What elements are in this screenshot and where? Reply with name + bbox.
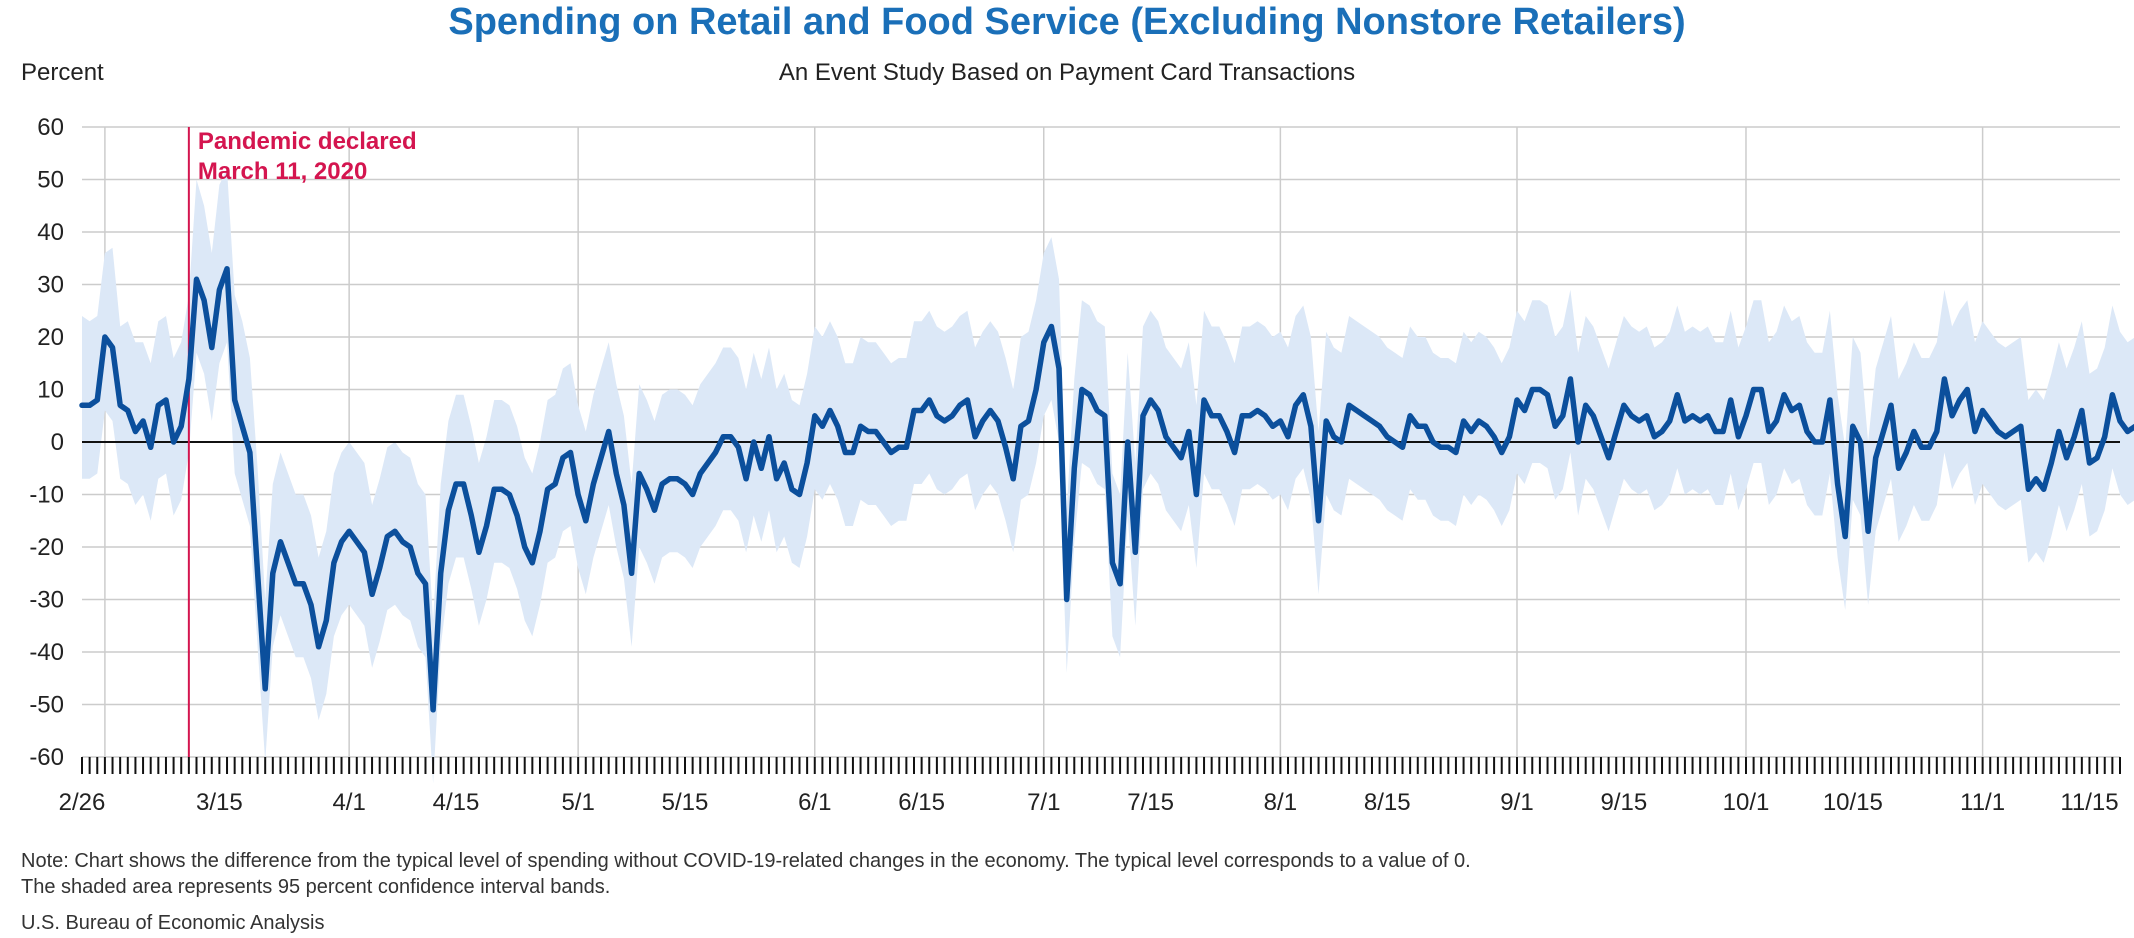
chart-title: Spending on Retail and Food Service (Exc… bbox=[448, 1, 1686, 43]
y-tick-label: 30 bbox=[37, 272, 64, 299]
x-tick-label: 11/1 bbox=[1960, 789, 2005, 816]
x-tick-label: 4/15 bbox=[433, 789, 480, 816]
y-tick-label: -20 bbox=[29, 534, 64, 561]
x-tick-label: 10/15 bbox=[1823, 789, 1883, 816]
y-tick-label: 20 bbox=[37, 324, 64, 351]
x-tick-label: 5/15 bbox=[662, 789, 709, 816]
y-axis-label: Percent bbox=[21, 59, 104, 86]
x-tick-label: 2/26 bbox=[59, 789, 106, 816]
y-tick-label: -60 bbox=[29, 744, 64, 771]
x-tick-label: 8/1 bbox=[1264, 789, 1297, 816]
y-tick-label: 0 bbox=[51, 429, 64, 456]
y-tick-label: -10 bbox=[29, 482, 64, 509]
y-tick-label: 40 bbox=[37, 219, 64, 246]
x-tick-label: 5/1 bbox=[561, 789, 594, 816]
x-tick-label: 3/15 bbox=[196, 789, 243, 816]
axis-layer: 60 50 40 30 20 10 0 -10 -20 -30 -40 -50 -60 2/26 3/15 4… bbox=[29, 114, 2121, 816]
x-tick-label: 10/1 bbox=[1723, 789, 1770, 816]
y-tick-label: 10 bbox=[37, 377, 64, 404]
x-tick-label: 8/15 bbox=[1364, 789, 1411, 816]
annotation-layer: Pandemic declared March 11, 2020 bbox=[187, 127, 417, 757]
y-tick-label: 60 bbox=[37, 114, 64, 141]
series-line bbox=[79, 266, 2134, 713]
y-tick-label: -30 bbox=[29, 587, 64, 614]
x-tick-label: 9/1 bbox=[1500, 789, 1533, 816]
y-tick-label: 50 bbox=[37, 167, 64, 194]
source-credit: U.S. Bureau of Economic Analysis bbox=[21, 912, 325, 934]
chart-note: Note: Chart shows the difference from th… bbox=[21, 848, 1471, 900]
x-tick-label: 9/15 bbox=[1600, 789, 1647, 816]
x-tick-label: 6/15 bbox=[898, 789, 945, 816]
annotation-text: March 11, 2020 bbox=[198, 158, 367, 185]
x-tick-label: 11/15 bbox=[2060, 789, 2118, 816]
x-tick-label: 4/1 bbox=[332, 789, 365, 816]
note-line-1: Note: Chart shows the difference from th… bbox=[21, 850, 1471, 872]
chart-subtitle: An Event Study Based on Payment Card Tra… bbox=[778, 59, 1356, 86]
y-tick-label: -40 bbox=[29, 639, 64, 666]
x-tick-label: 7/15 bbox=[1127, 789, 1174, 816]
annotation-text: Pandemic declared bbox=[198, 128, 417, 155]
series-line-layer bbox=[79, 266, 2134, 713]
x-tick-label: 6/1 bbox=[798, 789, 831, 816]
x-tick-label: 7/1 bbox=[1027, 789, 1060, 816]
note-line-2: The shaded area represents 95 percent co… bbox=[21, 876, 611, 898]
y-tick-label: -50 bbox=[29, 692, 64, 719]
